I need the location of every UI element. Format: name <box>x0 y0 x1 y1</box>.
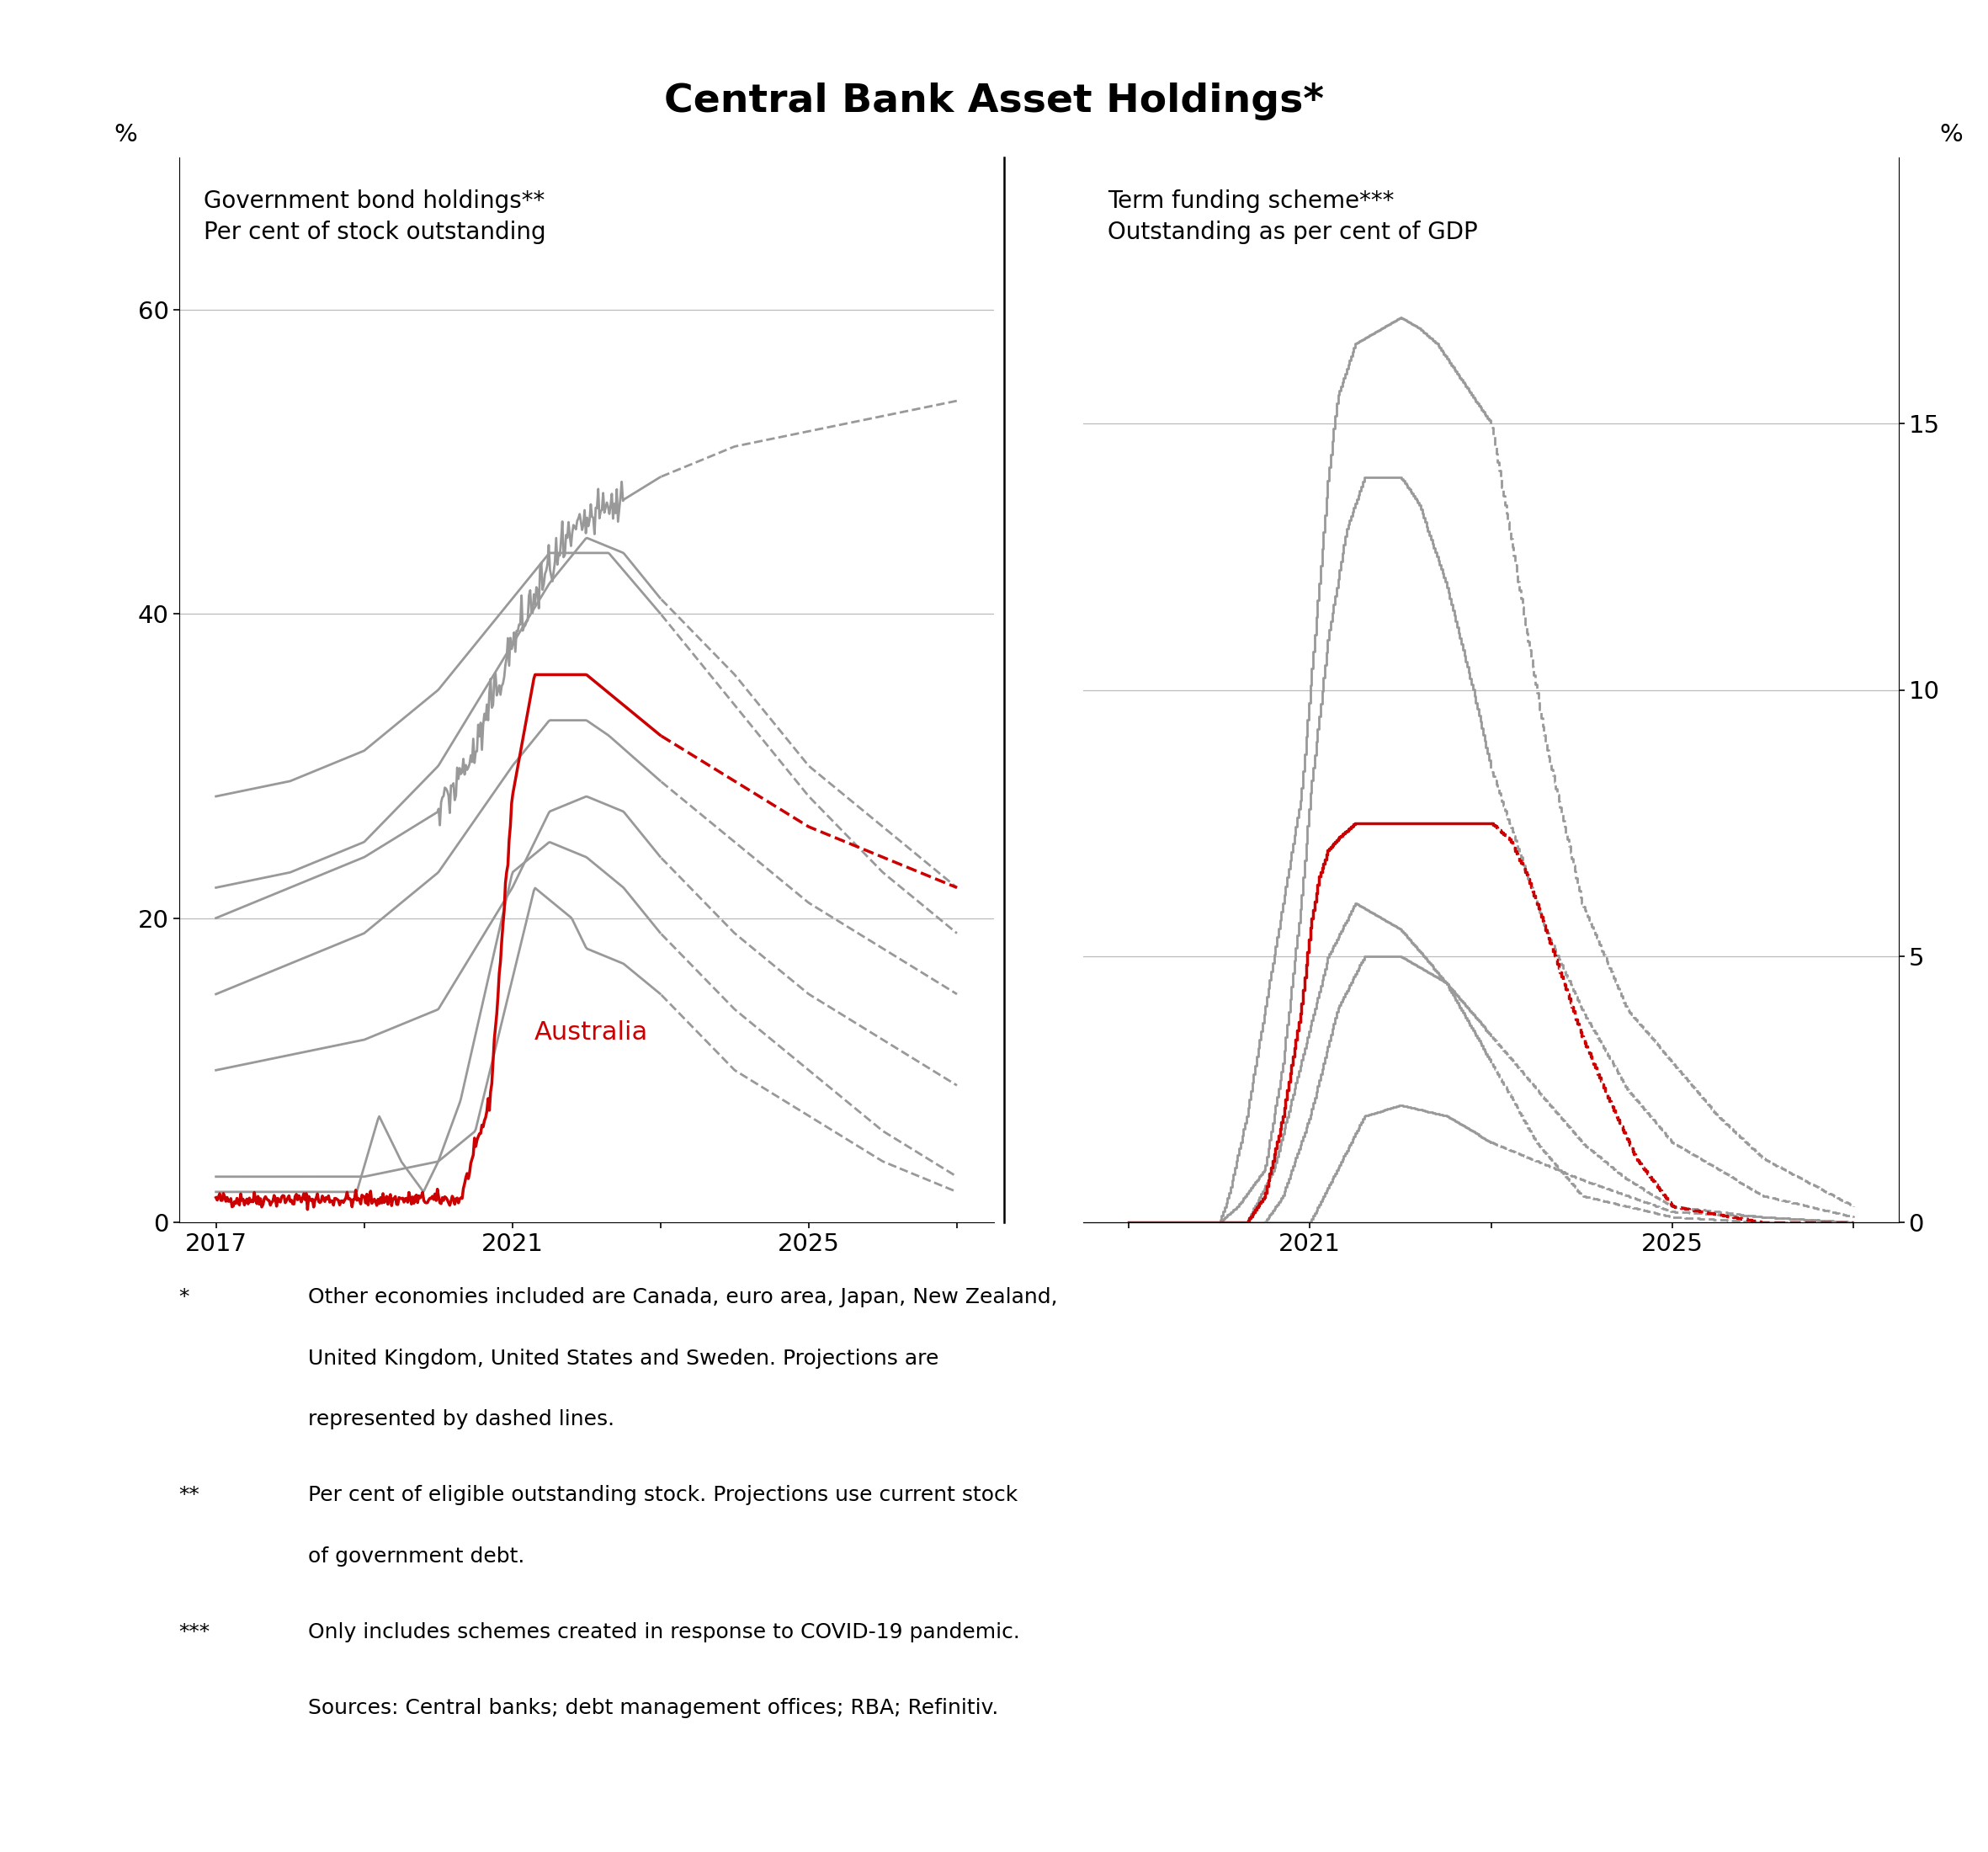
Text: Other economies included are Canada, euro area, Japan, New Zealand,: Other economies included are Canada, eur… <box>308 1287 1058 1308</box>
Text: **: ** <box>179 1485 199 1506</box>
Text: Government bond holdings**
Per cent of stock outstanding: Government bond holdings** Per cent of s… <box>203 189 545 244</box>
Text: Only includes schemes created in response to COVID-19 pandemic.: Only includes schemes created in respons… <box>308 1622 1020 1643</box>
Text: %: % <box>1940 124 1964 146</box>
Text: of government debt.: of government debt. <box>308 1546 525 1567</box>
Text: *: * <box>179 1287 189 1308</box>
Text: United Kingdom, United States and Sweden. Projections are: United Kingdom, United States and Sweden… <box>308 1348 938 1369</box>
Text: Per cent of eligible outstanding stock. Projections use current stock: Per cent of eligible outstanding stock. … <box>308 1485 1018 1506</box>
Text: Australia: Australia <box>535 1020 648 1045</box>
Text: Term funding scheme***
Outstanding as per cent of GDP: Term funding scheme*** Outstanding as pe… <box>1107 189 1477 244</box>
Text: ***: *** <box>179 1622 211 1643</box>
Text: Sources: Central banks; debt management offices; RBA; Refinitiv.: Sources: Central banks; debt management … <box>308 1698 998 1719</box>
Text: Central Bank Asset Holdings*: Central Bank Asset Holdings* <box>664 83 1324 120</box>
Text: %: % <box>113 124 137 146</box>
Text: represented by dashed lines.: represented by dashed lines. <box>308 1409 614 1430</box>
